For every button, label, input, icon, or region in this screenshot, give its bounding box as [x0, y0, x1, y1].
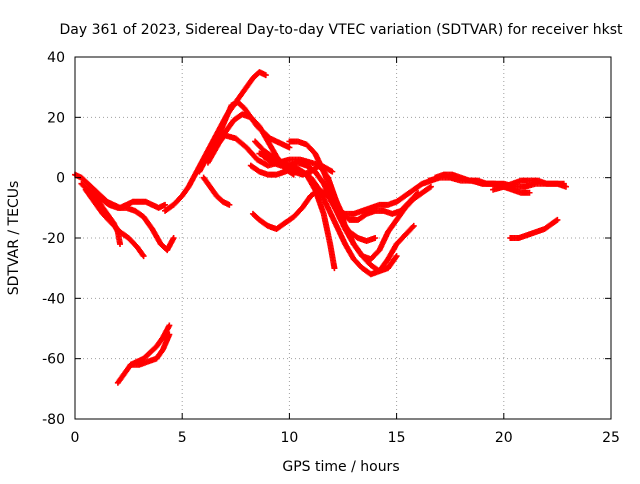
y-tick-label: -60	[42, 352, 65, 368]
y-tick-label: -80	[42, 412, 65, 428]
data-point	[409, 224, 416, 231]
data-point	[526, 189, 533, 196]
series-arc6	[127, 331, 173, 368]
data-point	[329, 168, 336, 175]
x-tick-label: 20	[495, 430, 513, 446]
data-point	[413, 190, 420, 197]
data-point	[170, 235, 177, 241]
x-axis-label: GPS time / hours	[282, 459, 399, 475]
data-point	[162, 201, 169, 208]
data-point	[286, 144, 293, 151]
data-point	[410, 222, 417, 229]
y-tick-label: 0	[56, 171, 65, 187]
series-arc5	[114, 322, 173, 386]
chart-title: Day 361 of 2023, Sidereal Day-to-day VTE…	[60, 22, 623, 38]
series-arc11	[200, 174, 233, 208]
series-arc17	[249, 186, 400, 275]
data-point	[331, 265, 338, 272]
y-tick-label: 20	[47, 110, 65, 126]
x-tick-label: 0	[71, 430, 80, 446]
data-point	[117, 241, 124, 248]
data-point	[554, 216, 561, 223]
data-point	[166, 331, 173, 338]
x-tick-label: 5	[178, 430, 187, 446]
data-point	[415, 189, 422, 196]
axis-ticks: 0 5 10 15 20 25 -80 -60 -40 -20 0 20 40	[42, 50, 620, 446]
y-tick-label: -40	[42, 291, 65, 307]
x-tick-label: 25	[602, 430, 620, 446]
series-arc4	[89, 189, 177, 254]
series-arc22	[490, 177, 567, 193]
series-arc3	[82, 186, 147, 260]
data-point	[166, 322, 173, 329]
series-arc23	[507, 216, 561, 241]
data-point	[393, 253, 400, 260]
data-points	[72, 69, 569, 386]
data-point	[226, 201, 233, 208]
series-arc16	[286, 138, 422, 223]
y-tick-label: -20	[42, 231, 65, 247]
data-point	[427, 183, 434, 190]
data-point	[562, 183, 569, 190]
y-axis-label: SDTVAR / TECUs	[6, 181, 22, 296]
x-tick-label: 10	[280, 430, 298, 446]
data-point	[262, 72, 269, 79]
y-tick-label: 40	[47, 50, 65, 66]
data-point	[372, 235, 379, 241]
x-tick-label: 15	[388, 430, 406, 446]
data-point	[560, 180, 567, 187]
data-point	[140, 253, 147, 260]
